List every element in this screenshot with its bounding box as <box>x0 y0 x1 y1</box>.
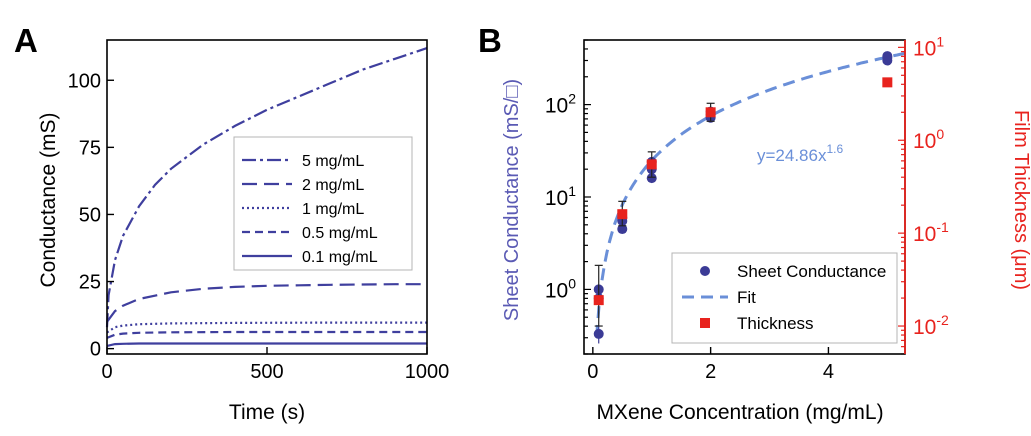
panel-b-ticks: 0 2 4 100 101 102 10-2 10-1 100 101 <box>545 33 949 383</box>
panel-a-ticks: 0 500 1000 0 25 50 75 100 <box>68 70 450 383</box>
conductance-point <box>593 328 604 339</box>
y-tick-label: 25 <box>79 272 101 294</box>
panel-b-fit-group <box>595 51 906 338</box>
thickness-point <box>617 209 628 220</box>
legend-swatch-thickness <box>700 318 710 328</box>
series-line-2-mg-ml <box>106 283 427 323</box>
y2-tick-label: 101 <box>913 33 944 60</box>
panel-b-label: B <box>478 22 502 59</box>
panel-a-legend-box <box>233 136 413 271</box>
legend-label-1-mg-ml: 1 mg/mL <box>302 201 364 218</box>
panel-a-series-lines <box>105 47 428 347</box>
thickness-point <box>646 159 657 170</box>
x-tick-label: 1000 <box>405 361 450 383</box>
panel-a: A Conductance (mS) Time (s) 0 500 1000 0 25 5… <box>14 22 449 424</box>
x-tick-label: 2 <box>705 361 716 383</box>
thickness-point <box>882 77 893 88</box>
panel-b: B Sheet Conductance (mS/□) Film Thicknes… <box>478 22 1031 424</box>
series-line-0-5-mg-ml <box>106 330 427 339</box>
panel-a-x-axis-title: Time (s) <box>229 401 305 424</box>
series-line-0-1-mg-ml <box>106 342 427 347</box>
conductance-point <box>646 173 657 184</box>
panel-a-plot-frame <box>106 39 428 355</box>
panel-b-points <box>593 51 893 344</box>
fit-equation-base: y=24.86x <box>757 146 827 165</box>
y2-tick-label: 10-1 <box>913 219 949 246</box>
thickness-point <box>705 107 716 118</box>
panel-b-legend: Sheet Conductance Fit Thickness <box>671 252 898 344</box>
x-tick-label: 0 <box>101 361 112 383</box>
panel-a-legend: 5 mg/mL 2 mg/mL 1 mg/mL 0.5 mg/mL 0.1 mg/mL <box>233 136 413 271</box>
y-tick-label: 101 <box>545 183 576 210</box>
x-tick-label: 4 <box>823 361 834 383</box>
y-tick-label: 102 <box>545 91 576 118</box>
y-tick-label: 100 <box>545 275 576 302</box>
fit-equation-annotation: y=24.86x1.6 <box>757 142 843 165</box>
x-tick-label: 500 <box>250 361 283 383</box>
fit-equation-exponent: 1.6 <box>826 142 843 156</box>
panel-b-left-axis-title: Sheet Conductance (mS/□) <box>501 79 523 321</box>
legend-label-0-5-mg-ml: 0.5 mg/mL <box>302 225 378 242</box>
y-tick-label: 50 <box>79 204 101 226</box>
y-tick-label: 75 <box>79 137 101 159</box>
legend-label-0-1-mg-ml: 0.1 mg/mL <box>302 249 378 266</box>
fit-curve <box>595 51 906 338</box>
panel-b-x-axis-title: MXene Concentration (mg/mL) <box>596 401 883 424</box>
y-tick-label: 0 <box>90 339 101 361</box>
y-tick-label: 100 <box>68 70 101 92</box>
conductance-point <box>882 51 893 62</box>
series-line-1-mg-ml <box>106 321 427 334</box>
legend-label-sheet-conductance: Sheet Conductance <box>737 262 886 281</box>
series-line-5-mg-ml <box>105 47 428 328</box>
panel-b-right-axis-title: Film Thickness (μm) <box>1010 110 1031 290</box>
x-tick-label: 0 <box>587 361 598 383</box>
legend-label-5-mg-ml: 5 mg/mL <box>302 153 364 170</box>
panel-a-y-axis-title: Conductance (mS) <box>37 112 60 287</box>
y2-tick-label: 100 <box>913 126 944 153</box>
y2-tick-label: 10-2 <box>913 312 949 339</box>
thickness-point <box>593 295 604 306</box>
panel-a-label: A <box>14 22 38 59</box>
legend-label-2-mg-ml: 2 mg/mL <box>302 177 364 194</box>
legend-label-thickness: Thickness <box>737 314 814 333</box>
legend-swatch-sheet-conductance <box>700 266 710 276</box>
conductance-point <box>617 224 628 235</box>
legend-label-fit: Fit <box>737 288 756 307</box>
